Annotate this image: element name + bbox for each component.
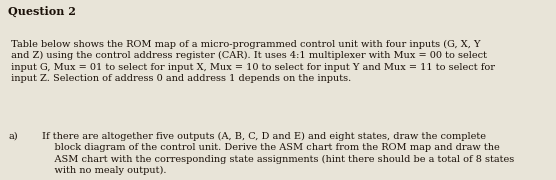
Text: Table below shows the ROM map of a micro-programmed control unit with four input: Table below shows the ROM map of a micro… xyxy=(8,40,495,83)
Text: Question 2: Question 2 xyxy=(8,5,76,17)
Text: a): a) xyxy=(8,131,18,140)
Text: If there are altogether five outputs (A, B, C, D and E) and eight states, draw t: If there are altogether five outputs (A,… xyxy=(42,131,514,175)
